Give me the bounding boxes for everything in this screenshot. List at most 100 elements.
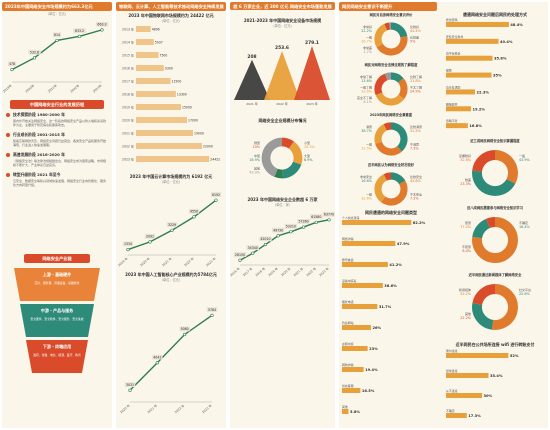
data-label: 35.8% bbox=[494, 57, 507, 61]
bar bbox=[342, 262, 388, 267]
chain-tier bbox=[20, 304, 94, 337]
donut-slice bbox=[384, 22, 391, 31]
data-point bbox=[126, 247, 130, 252]
category-label: 从不连接 bbox=[446, 388, 458, 393]
history-stage: 高速发展阶段 2016-2020 年《网络安全法》等法律法规相继出台，网络安全成… bbox=[6, 152, 108, 167]
category-label: 账号被盗 bbox=[342, 257, 354, 262]
bar bbox=[136, 91, 176, 97]
donut-slice bbox=[390, 172, 406, 185]
data-label: 35% bbox=[493, 74, 502, 78]
value-box bbox=[152, 354, 163, 360]
data-point bbox=[148, 240, 152, 244]
donut-slice bbox=[281, 137, 294, 149]
data-label: 4896 bbox=[152, 28, 160, 32]
value-box bbox=[28, 49, 41, 55]
category-label: 报警 bbox=[446, 68, 452, 73]
panel3-header: 超 6 万家企业，近 300 亿元 网络安全市场蓬勃发展 bbox=[230, 2, 335, 10]
bar bbox=[446, 38, 499, 44]
value-box bbox=[271, 227, 285, 233]
category-label: 冒充客服 bbox=[342, 383, 354, 388]
panel-awareness: 网民网络安全意识不断提升 网民对自身网络安全意识评价 非常好 22.2% 比较好 44.… bbox=[339, 2, 548, 428]
category-label: 删除软件 bbox=[446, 101, 458, 106]
wifi-bar-chart: 偶尔连接 52% 经常连接 35.4% 从不连接 30% 不确定 17.3% bbox=[446, 348, 519, 418]
tick-label: 2013 年 bbox=[122, 27, 134, 32]
chain-tier-desc: 政府、金融、电信、能源、医疗、教育 bbox=[33, 353, 81, 357]
data-point bbox=[289, 230, 293, 234]
problem-types-bar-chart: 个人信息泄露 62.2% 网络诈骗 47.9% 账号被盗 41.2% 设备中病毒 36.6% 骚… bbox=[342, 215, 426, 414]
wifi-title: 近半网民在公共场所连接 wifi 进行转账支付 bbox=[455, 342, 535, 347]
tick-label: 2020 年 bbox=[119, 403, 131, 414]
data-label: 23% bbox=[369, 347, 378, 351]
history-stages: 技术探索阶段 1980-2000 年国内外开始关注网络安全，这一阶段的网络安全产… bbox=[6, 112, 108, 192]
tick-label: 2018 年 bbox=[254, 266, 266, 277]
slice-label: 比较差 bbox=[410, 34, 419, 39]
history-header: 中国网络安全行业的发展历程 bbox=[10, 100, 104, 109]
equipment-title: 2021-2023 年中国网络安全设备市场规模 bbox=[243, 18, 322, 23]
slice-label: 非常好 bbox=[363, 24, 372, 29]
slice-label: 大型 bbox=[304, 153, 310, 158]
donut-slice bbox=[261, 137, 283, 177]
donut-slice bbox=[374, 73, 388, 96]
scale-title: 网络安全企业规模分布情况 bbox=[258, 118, 307, 123]
data-label: 4041 bbox=[153, 355, 161, 359]
data-label: 49730 bbox=[273, 228, 283, 232]
data-label: 5937 bbox=[155, 41, 163, 45]
slice-value: 24.9% bbox=[410, 89, 422, 93]
donut-slice bbox=[397, 78, 408, 100]
tick-label: 2018 年 bbox=[122, 92, 134, 97]
value-box bbox=[179, 326, 190, 332]
data-label: 4550 bbox=[190, 209, 198, 213]
tick-label: 2022 年 bbox=[276, 101, 288, 106]
donut-slice bbox=[381, 180, 408, 206]
slice-label: 掌握较好 bbox=[459, 153, 471, 158]
tick-label: 2022 年 bbox=[122, 144, 134, 149]
category-label: 向亲友求助 bbox=[446, 84, 461, 89]
donut-slice bbox=[274, 168, 284, 179]
slice-value: 7.2% bbox=[410, 196, 419, 200]
data-label: 13300 bbox=[177, 93, 187, 97]
donut-slice bbox=[472, 150, 496, 173]
slice-value: 38.7% bbox=[361, 129, 373, 133]
bar bbox=[446, 55, 493, 61]
slice-label: 一般 bbox=[519, 153, 525, 158]
bar bbox=[342, 325, 371, 330]
tick-label: 2019年 bbox=[2, 83, 13, 94]
handling-bar-chart: 修改密码 48.4% 安装安全软件 40.4% 向平台投诉 35.8% 报警 35% 向亲友求助… bbox=[446, 17, 523, 129]
data-point bbox=[251, 251, 255, 255]
bar bbox=[446, 72, 492, 78]
data-label: 41.2% bbox=[389, 263, 402, 267]
tick-label: 2014 年 bbox=[122, 40, 134, 45]
data-label: 31.7% bbox=[379, 305, 392, 309]
data-point bbox=[314, 220, 318, 224]
bar bbox=[446, 22, 509, 27]
slice-label: 不太安全 bbox=[410, 191, 422, 196]
data-label: 57360 bbox=[299, 220, 309, 224]
donut-slice bbox=[390, 72, 404, 84]
history-stage: 技术探索阶段 1980-2000 年国内外开始关注网络安全，这一阶段的网络安全产… bbox=[6, 112, 108, 127]
data-label: 208 bbox=[247, 54, 256, 60]
bar bbox=[446, 413, 467, 418]
tick-label: 2016 年 bbox=[230, 266, 241, 277]
data-label: 36.6% bbox=[384, 284, 397, 288]
slice-value: 20.3% bbox=[304, 145, 316, 149]
donut-slice bbox=[288, 141, 303, 165]
data-label: 1334 bbox=[124, 242, 132, 246]
bar bbox=[446, 89, 475, 95]
data-point bbox=[77, 34, 82, 38]
tick-label: 2022 年 bbox=[183, 256, 195, 267]
slice-label: 不满意 bbox=[410, 141, 419, 146]
data-point bbox=[192, 215, 196, 219]
stage-title: 行业成长阶段 2001-2015 年 bbox=[13, 132, 65, 137]
bar bbox=[342, 367, 364, 372]
history-stage: 行业成长阶段 2001-2015 年随着互联网的普及，网络安全问题日益突出，各类… bbox=[6, 132, 108, 147]
triangle-bar bbox=[294, 46, 330, 100]
data-point bbox=[32, 56, 37, 60]
stage-description: 随着互联网的普及，网络安全问题日益突出，各类安全产品和服务开始涌现，行业进入快速… bbox=[13, 139, 107, 147]
donut-slice bbox=[472, 302, 494, 330]
slice-value: 16.4% bbox=[519, 225, 531, 229]
donut-slice bbox=[375, 141, 402, 156]
tick-label: 2020年 bbox=[24, 83, 35, 94]
